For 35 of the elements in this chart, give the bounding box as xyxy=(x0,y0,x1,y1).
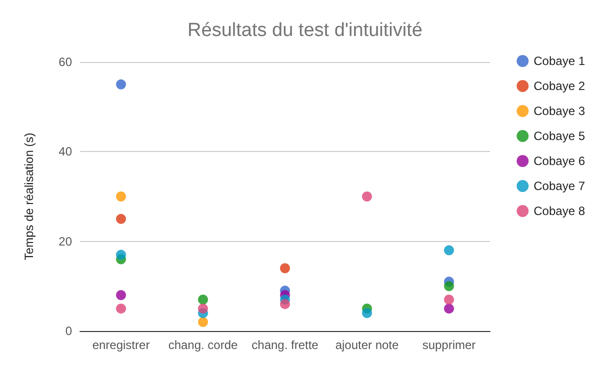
point xyxy=(116,192,126,202)
point xyxy=(362,308,372,318)
point xyxy=(198,304,208,314)
point xyxy=(362,192,372,202)
point xyxy=(198,294,208,305)
y-tick-label: 40 xyxy=(58,144,72,159)
x-tick-label: chang. corde xyxy=(168,338,238,352)
point xyxy=(444,294,454,305)
point xyxy=(116,79,126,90)
point xyxy=(116,250,126,260)
y-tick-label: 20 xyxy=(58,234,72,248)
point xyxy=(116,290,126,300)
x-tick-label: supprimer xyxy=(422,338,476,352)
y-tick-label: 0 xyxy=(65,324,72,338)
point xyxy=(198,317,208,328)
x-tick-label: ajouter note xyxy=(335,338,400,352)
point xyxy=(444,281,454,292)
point xyxy=(116,214,126,224)
y-tick-label: 60 xyxy=(58,55,72,69)
legend-label: Cobaye 1 xyxy=(534,54,586,68)
legend-label: Cobaye 2 xyxy=(534,79,586,93)
x-tick-label: enregistrer xyxy=(92,338,150,352)
legend-label: Cobaye 6 xyxy=(534,154,586,168)
point xyxy=(444,245,454,256)
y-axis-title: Temps de réalisation (s) xyxy=(22,132,36,260)
legend-label: Cobaye 5 xyxy=(534,129,586,143)
point xyxy=(116,304,126,314)
x-tick-label: chang. frette xyxy=(252,338,319,352)
chart-title: Résultats du test d'intuitivité xyxy=(188,20,422,41)
legend-label: Cobaye 7 xyxy=(534,179,586,193)
legend-label: Cobaye 8 xyxy=(534,204,586,218)
point xyxy=(280,263,290,274)
point xyxy=(280,299,290,310)
point xyxy=(444,304,454,314)
legend-label: Cobaye 3 xyxy=(534,104,586,118)
